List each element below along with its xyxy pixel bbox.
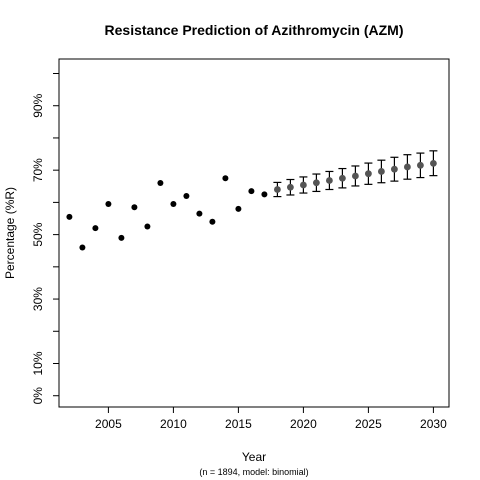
predicted-point: [378, 168, 385, 175]
y-tick-label: 10%: [31, 351, 45, 375]
predicted-point: [430, 160, 437, 167]
observed-point: [157, 180, 163, 186]
observed-point: [183, 193, 189, 199]
observed-point: [248, 188, 254, 194]
predicted-point: [313, 179, 320, 186]
data-marks: [66, 151, 437, 251]
predicted-point: [287, 184, 294, 191]
y-tick-label: 90%: [31, 93, 45, 117]
predicted-point: [274, 186, 281, 193]
observed-point: [144, 224, 150, 230]
observed-point: [92, 225, 98, 231]
observed-point: [105, 201, 111, 207]
observed-point: [209, 219, 215, 225]
y-tick-label: 70%: [31, 158, 45, 182]
y-axis: 0% 10% 30% 50% 70% 90%: [31, 74, 59, 405]
predicted-point: [339, 175, 346, 182]
footnote: (n = 1894, model: binomial): [199, 467, 308, 477]
observed-point: [222, 175, 228, 181]
y-tick-label: 0%: [31, 387, 45, 405]
observed-point: [66, 214, 72, 220]
x-tick-label: 2020: [290, 417, 317, 431]
observed-point: [170, 201, 176, 207]
predicted-point: [300, 182, 307, 189]
observed-point: [118, 235, 124, 241]
x-tick-label: 2025: [355, 417, 382, 431]
predicted-point: [391, 166, 398, 173]
x-tick-label: 2030: [420, 417, 447, 431]
predicted-point: [352, 173, 359, 180]
chart-title: Resistance Prediction of Azithromycin (A…: [105, 22, 404, 38]
y-tick-label: 50%: [31, 222, 45, 246]
observed-point: [235, 206, 241, 212]
plot-frame: [59, 59, 449, 407]
predicted-point: [326, 177, 333, 184]
x-axis: 2005 2010 2015 2020 2025 2030: [95, 407, 447, 431]
x-tick-label: 2010: [160, 417, 187, 431]
observed-point: [79, 245, 85, 251]
observed-point: [196, 211, 202, 217]
x-tick-label: 2005: [95, 417, 122, 431]
predicted-point: [365, 170, 372, 177]
predicted-point: [417, 162, 424, 169]
observed-point: [131, 204, 137, 210]
observed-point: [261, 191, 267, 197]
x-tick-label: 2015: [225, 417, 252, 431]
x-axis-label: Year: [242, 450, 266, 464]
y-tick-label: 30%: [31, 287, 45, 311]
predicted-point: [404, 164, 411, 171]
y-axis-label: Percentage (%R): [3, 187, 17, 279]
